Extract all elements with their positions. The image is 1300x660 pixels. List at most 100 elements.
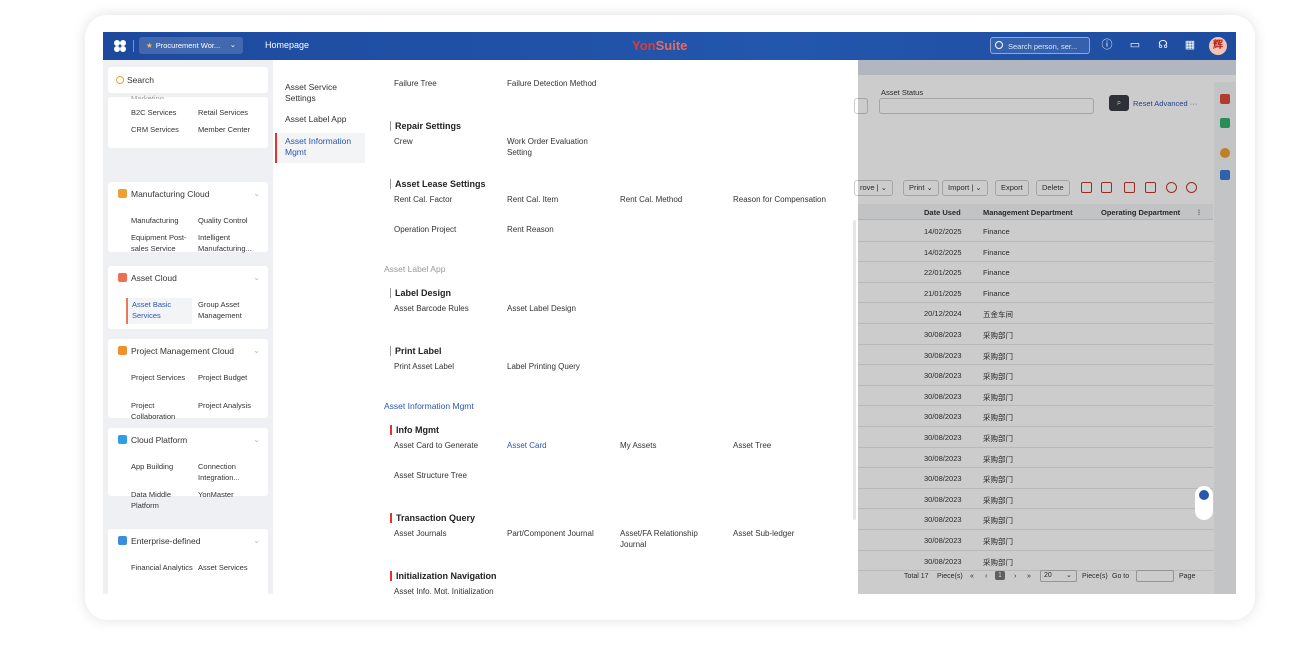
search-button[interactable]: ⌕: [1109, 95, 1129, 111]
chart-icon[interactable]: [1081, 182, 1092, 193]
reset-link[interactable]: Reset: [1133, 99, 1153, 108]
sidebar-group-title[interactable]: Manufacturing Cloud: [118, 189, 209, 199]
sidebar-item[interactable]: Manufacturing: [131, 216, 179, 225]
menu-group-label[interactable]: Asset Information Mgmt: [384, 401, 474, 411]
chevron-down-icon[interactable]: ⌄: [253, 435, 260, 444]
menu-item[interactable]: Work Order Evaluation Setting: [507, 137, 588, 157]
menu-item[interactable]: Rent Reason: [507, 225, 554, 234]
first-page-icon[interactable]: «: [970, 573, 974, 580]
menu-item[interactable]: Rent Cal. Method: [620, 195, 683, 204]
menu-item[interactable]: Asset Barcode Rules: [394, 304, 469, 313]
sidebar-item[interactable]: wzp: [131, 590, 197, 594]
chevron-down-icon[interactable]: ⌄: [253, 273, 260, 282]
print-template-icon[interactable]: [1145, 182, 1156, 193]
table-row[interactable]: 20/12/2024 五金车间: [858, 303, 1213, 324]
print-button[interactable]: Print ⌄: [903, 180, 939, 196]
approve-button[interactable]: rove | ⌄: [854, 180, 893, 196]
table-row[interactable]: 14/02/2025 Finance: [858, 242, 1213, 263]
asset-status-input[interactable]: [879, 98, 1094, 114]
table-row[interactable]: 30/08/2023 采购部门: [858, 530, 1213, 551]
table-row[interactable]: 30/08/2023 采购部门: [858, 386, 1213, 407]
sidebar-item[interactable]: YonMaster: [198, 490, 234, 499]
headset-icon[interactable]: ☊: [1158, 39, 1168, 51]
clipboard-icon[interactable]: [1220, 170, 1230, 180]
menu-item[interactable]: Reason for Compensation: [733, 195, 826, 204]
next-page-icon[interactable]: ›: [1014, 573, 1017, 580]
menu-item[interactable]: Crew: [394, 137, 413, 146]
menu-item[interactable]: Asset Info. Mgt. Initialization: [394, 587, 494, 594]
sidebar-item[interactable]: Asset Basic Services: [126, 298, 192, 324]
ui-icon[interactable]: [1124, 182, 1135, 193]
sidebar-item[interactable]: CRM Services: [131, 125, 179, 134]
advanced-link[interactable]: Advanced ···: [1154, 99, 1198, 108]
sidebar-item-partial[interactable]: Marketing...: [131, 94, 171, 99]
sidebar-item[interactable]: Member Center: [198, 125, 251, 134]
sidebar-item[interactable]: Retail Services: [198, 108, 249, 117]
menu-item[interactable]: Asset Card: [507, 441, 547, 450]
red-app-icon[interactable]: [1220, 94, 1230, 104]
menu-group-label[interactable]: Asset Label App: [384, 264, 446, 274]
sidebar-item[interactable]: App Building: [131, 462, 174, 471]
sidebar-item[interactable]: Project Services: [131, 373, 186, 382]
sidebar-item[interactable]: Data Middle Platform: [131, 490, 172, 510]
category-item[interactable]: Asset Label App: [285, 114, 347, 124]
sidebar-group-title[interactable]: Enterprise-defined: [118, 536, 200, 546]
menu-item[interactable]: Asset Journals: [394, 529, 447, 538]
chevron-down-icon[interactable]: ⌄: [253, 346, 260, 355]
column-operating-department[interactable]: Operating Department: [1101, 208, 1181, 217]
column-management-department[interactable]: Management Department: [983, 208, 1073, 217]
question-icon[interactable]: [1220, 148, 1230, 158]
menu-item[interactable]: Rent Cal. Item: [507, 195, 559, 204]
menu-item[interactable]: Failure Detection Method: [507, 79, 597, 88]
sidebar-item[interactable]: Connection Integration...: [198, 462, 240, 482]
sidebar-item[interactable]: Project Collaboration: [131, 401, 176, 421]
category-item[interactable]: Asset Service Settings: [285, 82, 337, 103]
menu-item[interactable]: Rent Cal. Factor: [394, 195, 453, 204]
sidebar-item[interactable]: Project Budget: [198, 373, 248, 382]
modal-overlay[interactable]: [858, 60, 1236, 594]
scrollbar[interactable]: [853, 220, 856, 520]
sidebar-group-title[interactable]: Asset Cloud: [118, 273, 177, 283]
sidebar-item[interactable]: Equipment Post-sales Service: [131, 233, 187, 253]
menu-item[interactable]: Asset/FA Relationship Journal: [620, 529, 698, 549]
table-row[interactable]: 30/08/2023 采购部门: [858, 406, 1213, 427]
prev-page-icon[interactable]: ‹: [985, 573, 988, 580]
filter-field[interactable]: [854, 98, 868, 114]
menu-item[interactable]: Asset Structure Tree: [394, 471, 467, 480]
import-button[interactable]: Import | ⌄: [942, 180, 988, 196]
last-page-icon[interactable]: »: [1027, 573, 1031, 580]
menu-item[interactable]: Asset Sub-ledger: [733, 529, 795, 538]
message-icon[interactable]: ▭: [1129, 39, 1141, 51]
table-row[interactable]: 21/01/2025 Finance: [858, 283, 1213, 304]
menu-item[interactable]: My Assets: [620, 441, 657, 450]
alert-icon[interactable]: [1101, 182, 1112, 193]
page-size-select[interactable]: 20 ⌄: [1040, 570, 1077, 582]
delete-button[interactable]: Delete: [1036, 180, 1070, 196]
table-row[interactable]: 30/08/2023 采购部门: [858, 427, 1213, 448]
chevron-down-icon[interactable]: ⌄: [253, 189, 260, 198]
calendar-icon[interactable]: ▦: [1184, 39, 1196, 51]
chevron-down-icon[interactable]: ⌄: [253, 536, 260, 545]
menu-item[interactable]: Asset Tree: [733, 441, 772, 450]
sidebar-item[interactable]: B2C Services: [131, 108, 177, 117]
table-row[interactable]: 30/08/2023 采购部门: [858, 509, 1213, 530]
sidebar-group-title[interactable]: Project Management Cloud: [118, 346, 234, 356]
tab-homepage[interactable]: Homepage: [265, 40, 310, 50]
green-app-icon[interactable]: [1220, 118, 1230, 128]
settings-icon[interactable]: [1186, 182, 1197, 193]
export-button[interactable]: Export: [995, 180, 1029, 196]
menu-item[interactable]: Asset Card to Generate: [394, 441, 479, 450]
table-row[interactable]: 30/08/2023 采购部门: [858, 324, 1213, 345]
menu-item[interactable]: Part/Component Journal: [507, 529, 594, 538]
sidebar-item[interactable]: Asset Services: [198, 563, 248, 572]
table-row[interactable]: 30/08/2023 采购部门: [858, 345, 1213, 366]
column-date-used[interactable]: Date Used: [924, 208, 961, 217]
table-row[interactable]: 30/08/2023 采购部门: [858, 365, 1213, 386]
floating-assistant-button[interactable]: [1195, 486, 1213, 520]
sidebar-item[interactable]: Group Asset Management: [198, 300, 242, 320]
table-row[interactable]: 30/08/2023 采购部门: [858, 468, 1213, 489]
workspace-selector[interactable]: ★ Procurement Wor... ⌄: [139, 37, 243, 54]
sidebar-item[interactable]: Financial Analytics: [131, 563, 193, 572]
sidebar-item[interactable]: Quality Control: [198, 216, 248, 225]
menu-item[interactable]: Operation Project: [394, 225, 457, 234]
